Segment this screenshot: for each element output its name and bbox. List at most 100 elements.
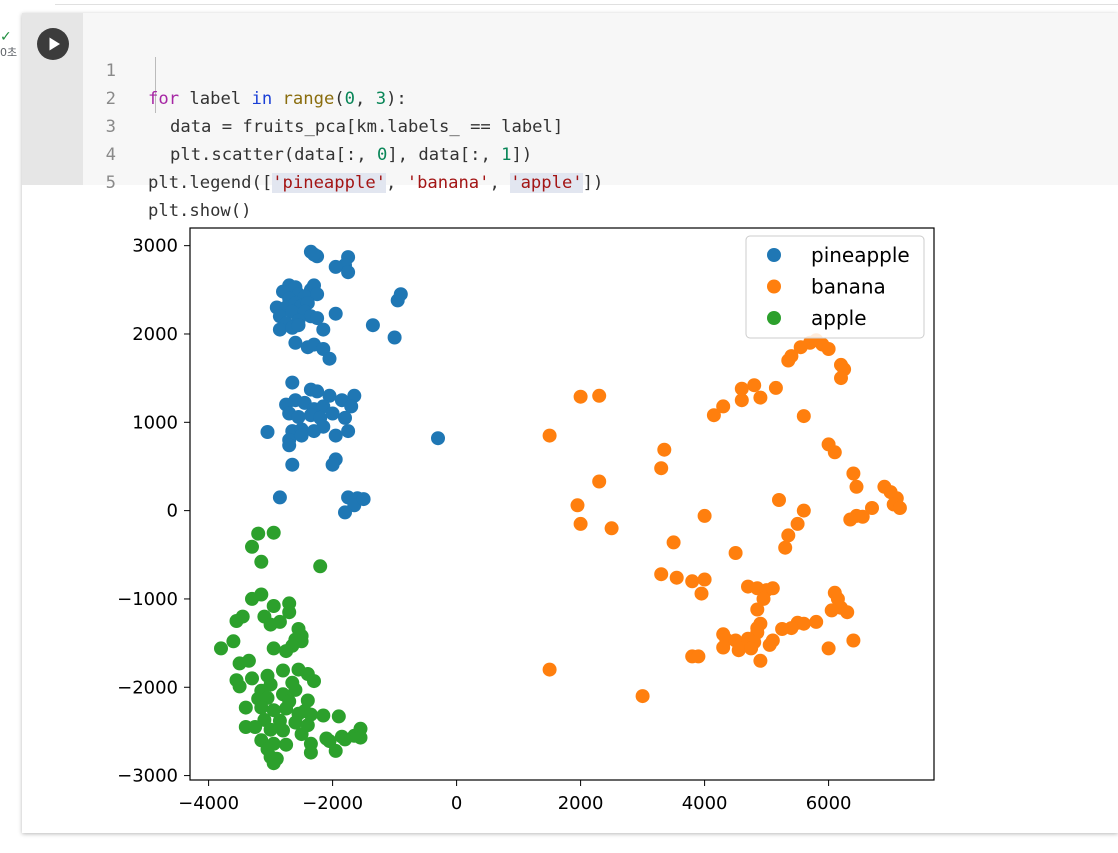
data-point: [303, 707, 318, 722]
data-point: [431, 431, 445, 446]
data-point: [356, 492, 371, 507]
data-point: [834, 371, 848, 386]
execution-time: 0초: [0, 46, 18, 59]
check-icon: ✓: [0, 29, 12, 45]
data-point: [307, 247, 321, 262]
x-tick-label: −2000: [302, 793, 363, 814]
notebook-top-divider: [55, 4, 1118, 5]
data-point: [322, 388, 337, 403]
legend-marker: [767, 248, 781, 262]
code-text: plt.legend(['pineapple', 'banana', 'appl…: [148, 173, 604, 193]
data-point: [338, 732, 352, 747]
data-point: [214, 641, 228, 656]
data-point: [279, 644, 294, 659]
line-number: 4: [105, 145, 116, 165]
data-point: [331, 709, 346, 724]
data-point: [291, 410, 306, 424]
data-point: [341, 424, 356, 439]
data-point: [716, 399, 731, 414]
data-point: [849, 479, 864, 494]
data-point: [282, 605, 297, 620]
data-point: [316, 708, 331, 723]
data-point: [272, 322, 287, 337]
data-point: [307, 424, 321, 439]
plot-frame: [189, 227, 935, 781]
data-point: [229, 614, 244, 628]
data-point: [753, 390, 768, 405]
chart-legend: pineapple banana apple: [745, 235, 925, 339]
code-line: 5 plt.show(): [83, 141, 252, 221]
data-point: [328, 743, 343, 758]
data-point: [772, 493, 786, 507]
data-point: [570, 498, 585, 513]
data-point: [697, 572, 712, 587]
scatter-plot: −4000 −2000 0 2000 4000 6000 3000 2000 1000 0 −100…: [117, 227, 935, 814]
data-point: [790, 516, 805, 531]
legend-box: [745, 235, 925, 339]
data-point: [316, 322, 331, 337]
y-tick-label: 2000: [132, 324, 178, 345]
x-tick-label: 2000: [558, 793, 604, 814]
data-point: [341, 265, 356, 280]
data-point: [254, 554, 269, 569]
data-point: [747, 378, 762, 393]
data-point: [263, 722, 278, 737]
data-point: [344, 399, 359, 414]
data-point: [328, 259, 343, 274]
data-point: [266, 641, 281, 656]
data-point: [592, 474, 607, 489]
data-point: [325, 457, 340, 472]
data-point: [251, 526, 266, 541]
data-point: [276, 663, 290, 678]
code-editor[interactable]: 1 for label in range(0, 3): 2 data = fru…: [83, 13, 1118, 221]
series-pineapple: [260, 244, 445, 520]
data-point: [821, 342, 836, 356]
data-point: [238, 700, 253, 715]
data-point: [266, 525, 281, 540]
data-point: [781, 528, 796, 543]
data-point: [232, 679, 247, 694]
y-tick-label: 0: [167, 501, 178, 522]
data-point: [288, 715, 303, 730]
code-text: data = fruits_pca[km.labels_ == label]: [170, 117, 564, 137]
data-point: [666, 535, 681, 550]
data-point: [855, 509, 870, 524]
x-tick-label: 0: [451, 793, 462, 814]
code-line: 2 data = fruits_pca[km.labels_ == label]: [83, 57, 564, 137]
data-point: [694, 586, 709, 601]
data-point: [865, 501, 879, 515]
data-point: [248, 720, 263, 734]
data-point: [778, 540, 793, 555]
line-number: 3: [105, 117, 116, 137]
data-point: [824, 603, 839, 618]
data-point: [279, 701, 294, 716]
data-point: [654, 567, 669, 582]
data-point: [635, 689, 650, 704]
data-point: [734, 393, 749, 408]
data-point: [821, 641, 836, 656]
data-point: [272, 490, 287, 505]
data-point: [279, 737, 294, 752]
data-point: [266, 599, 281, 613]
run-cell-button[interactable]: [37, 28, 69, 60]
data-point: [387, 330, 402, 345]
cell-output: −4000 −2000 0 2000 4000 6000 3000 2000 1000 0 −100…: [83, 198, 1083, 828]
data-point: [697, 508, 712, 523]
data-point: [310, 287, 325, 302]
data-point: [846, 466, 861, 481]
data-point: [657, 442, 672, 457]
data-point: [654, 461, 669, 476]
data-point: [338, 410, 352, 425]
data-point: [322, 351, 337, 366]
data-point: [706, 408, 721, 423]
data-point: [285, 457, 300, 472]
data-point: [573, 516, 588, 531]
legend-label: apple: [811, 306, 867, 330]
data-point: [254, 700, 269, 715]
legend-marker: [767, 311, 781, 325]
code-cell[interactable]: 1 for label in range(0, 3): 2 data = fru…: [22, 13, 1118, 833]
y-tick-label: 3000: [132, 236, 178, 257]
data-point: [843, 512, 858, 527]
data-point: [310, 311, 325, 326]
data-point: [294, 428, 309, 443]
